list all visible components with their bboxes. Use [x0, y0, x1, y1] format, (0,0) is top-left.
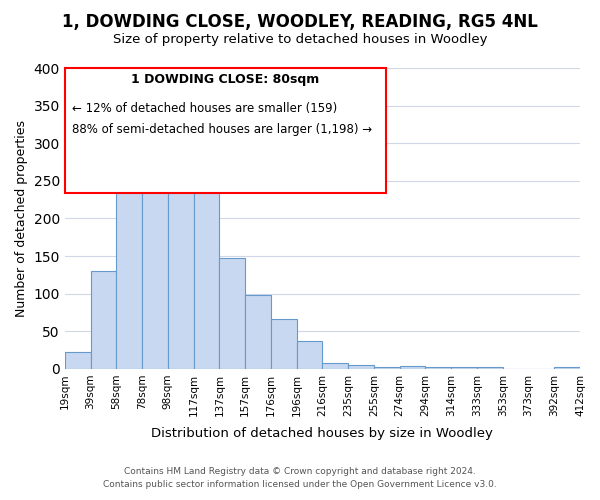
Bar [296, 341, 322, 369]
Bar [271, 318, 296, 369]
Bar [425, 368, 451, 369]
Text: 1 DOWDING CLOSE: 80sqm: 1 DOWDING CLOSE: 80sqm [131, 74, 319, 86]
Bar [477, 368, 503, 369]
Bar [554, 368, 580, 369]
Y-axis label: Number of detached properties: Number of detached properties [15, 120, 28, 317]
Text: Size of property relative to detached houses in Woodley: Size of property relative to detached ho… [113, 32, 487, 46]
Bar [194, 154, 220, 369]
Bar [374, 366, 400, 369]
Bar [168, 144, 194, 369]
Bar [400, 366, 425, 369]
Text: 88% of semi-detached houses are larger (1,198) →: 88% of semi-detached houses are larger (… [72, 124, 372, 136]
Bar [116, 170, 142, 369]
Bar [322, 363, 348, 369]
Text: 1, DOWDING CLOSE, WOODLEY, READING, RG5 4NL: 1, DOWDING CLOSE, WOODLEY, READING, RG5 … [62, 12, 538, 30]
Bar [142, 170, 168, 369]
Bar [348, 365, 374, 369]
Text: Contains HM Land Registry data © Crown copyright and database right 2024.
Contai: Contains HM Land Registry data © Crown c… [103, 467, 497, 489]
Bar [65, 352, 91, 369]
Bar [91, 271, 116, 369]
Text: ← 12% of detached houses are smaller (159): ← 12% of detached houses are smaller (15… [72, 102, 337, 114]
Bar [245, 295, 271, 369]
X-axis label: Distribution of detached houses by size in Woodley: Distribution of detached houses by size … [151, 427, 493, 440]
Bar [451, 368, 477, 369]
Bar [220, 258, 245, 369]
